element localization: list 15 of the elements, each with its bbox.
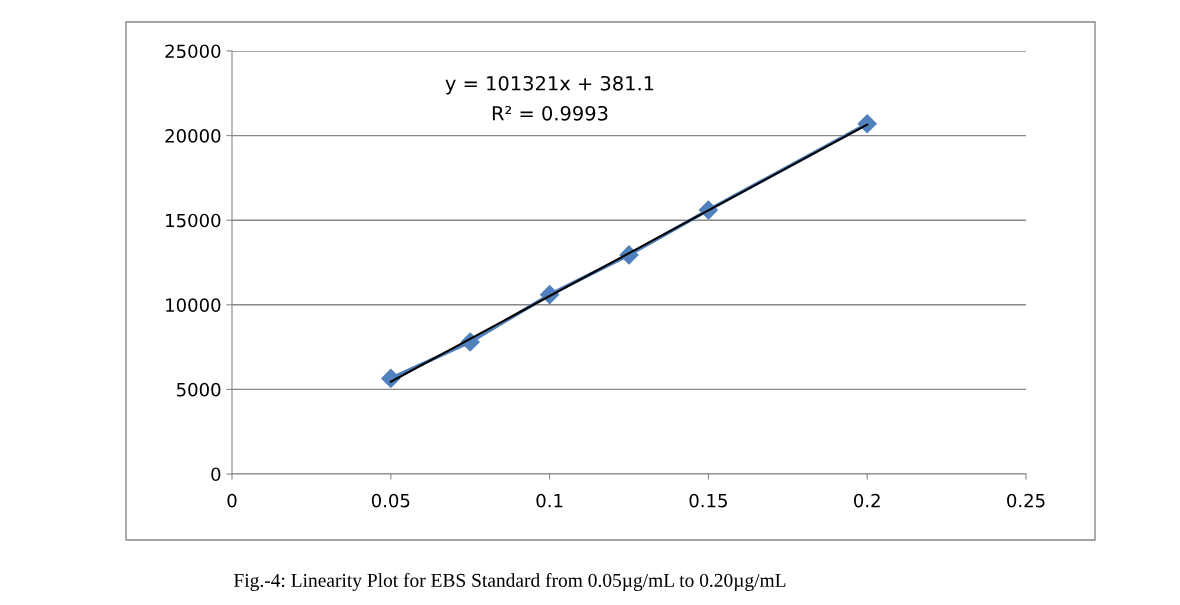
y-tick-label: 0 (211, 467, 221, 482)
annotation: y = 101321x + 381.1 (445, 75, 654, 95)
x-tick-label: 0.25 (1007, 493, 1045, 508)
annotation: R² = 0.9993 (492, 105, 608, 121)
y-tick-label: 25000 (165, 44, 221, 59)
y-tick-label: 15000 (166, 213, 221, 228)
x-tick-label: 0.05 (371, 493, 410, 508)
y-tick-label: 5000 (177, 382, 221, 397)
x-tick-label: 0.2 (854, 493, 880, 508)
y-tick-label: 20000 (165, 129, 221, 143)
text: Fig.-4: Linearity Plot for EBS Standard from 0.05µg/mL to 0.20µg/mL (234, 573, 786, 591)
x-tick-label: 0.15 (689, 493, 727, 508)
x-tick-label: 0 (227, 493, 237, 508)
x-tick-label: 0.1 (536, 493, 563, 508)
y-tick-label: 10000 (166, 298, 221, 312)
